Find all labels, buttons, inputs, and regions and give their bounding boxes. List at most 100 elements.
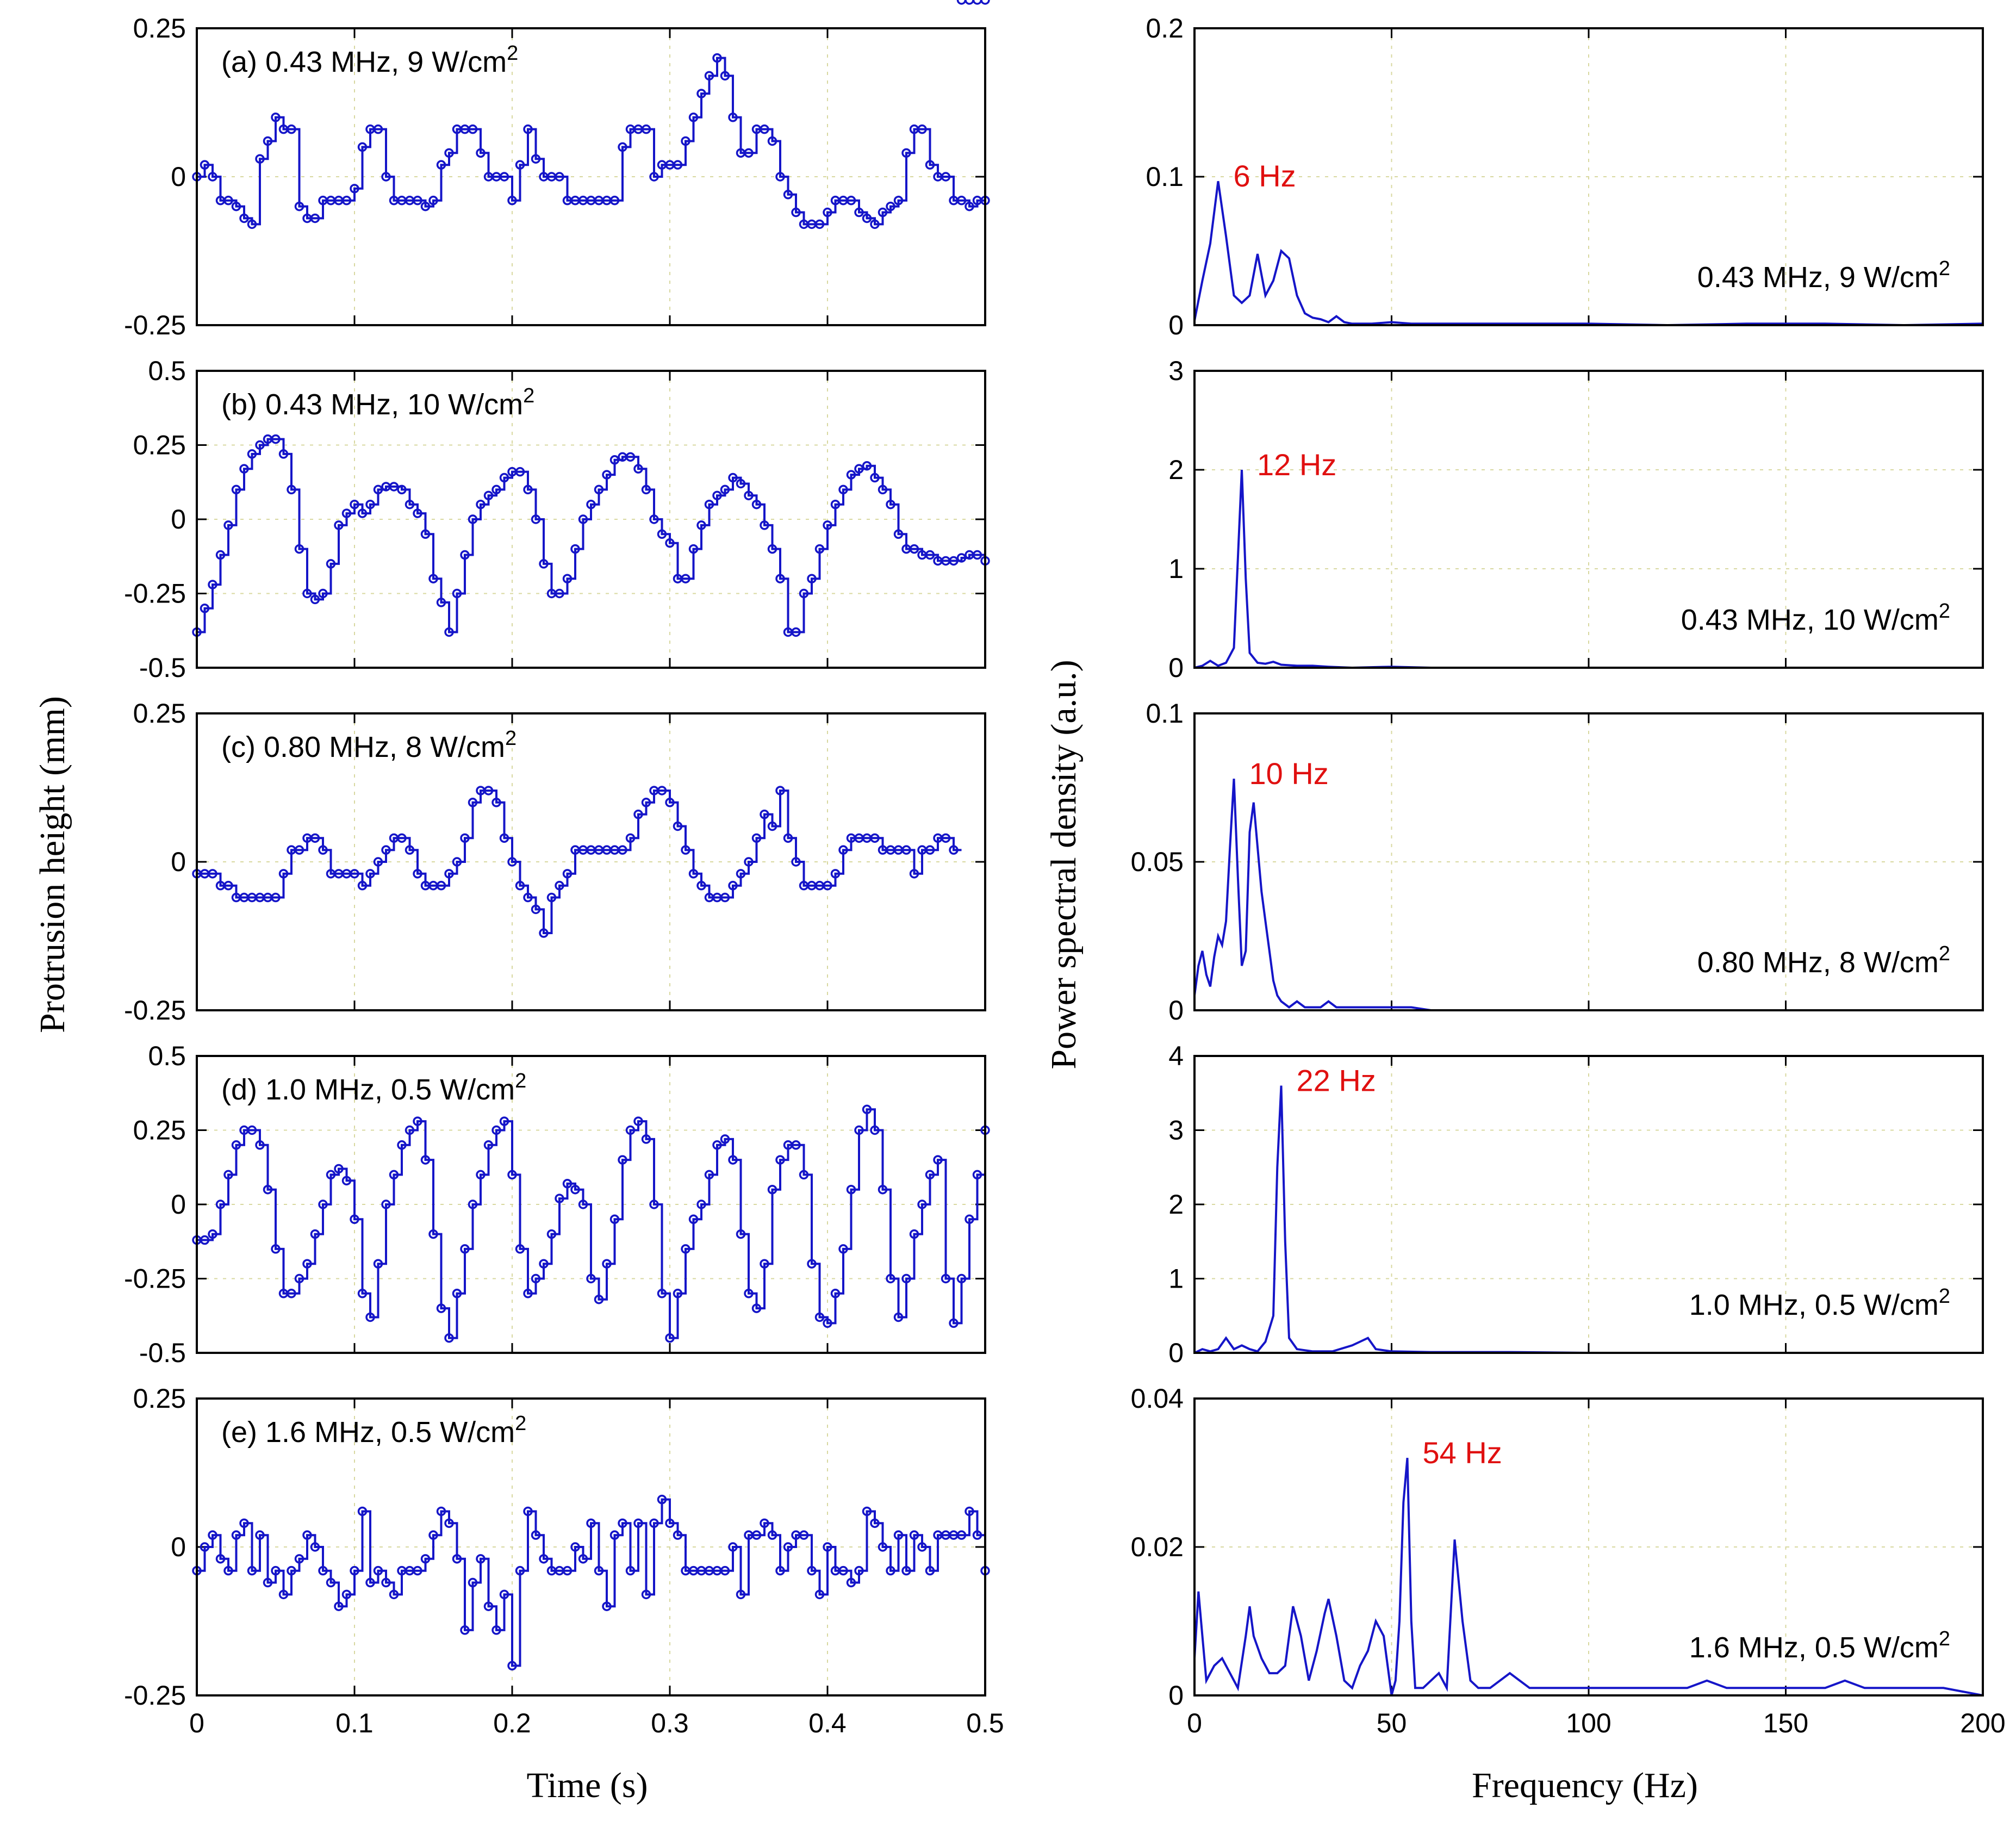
data-point [878,1542,888,1552]
data-point [570,544,580,554]
data-point [917,1200,927,1209]
data-point [350,184,359,194]
data-point [208,1229,217,1239]
data-point [476,499,486,509]
data-point [444,1518,454,1528]
data-point [696,520,706,530]
data-point [609,1214,620,1225]
data-point [294,1273,304,1284]
panel-r0: 0 0.1 0.2 6 Hz 0.43 MHz, 9 W/cm2 [1146,13,1984,340]
data-point [641,484,651,495]
data-point [350,1565,359,1576]
data-point [704,499,714,509]
data-point [436,1303,446,1313]
data-point [208,172,217,182]
data-point [886,1565,895,1576]
data-point [255,440,265,450]
data-point [751,499,762,509]
data-point [633,1518,643,1528]
data-point [625,452,636,462]
data-point [420,1554,431,1564]
data-point [673,160,683,170]
data-point [373,484,383,495]
data-point [751,1303,762,1313]
data-point [870,833,880,843]
data-point [555,172,564,182]
data-point [271,1244,281,1254]
data-point [854,1125,864,1135]
data-point [247,449,257,459]
data-point [499,473,509,483]
data-point [357,142,368,152]
data-point [649,1200,659,1209]
data-point [870,473,880,483]
data-point [231,1530,241,1540]
y-tick-label: 0 [1168,1338,1184,1368]
data-point [350,499,359,509]
y-tick-label: -0.25 [124,579,186,609]
data-point [483,1601,494,1611]
plot-frame [196,27,986,326]
data-point [728,113,738,122]
data-point [791,857,801,867]
data-point [239,1518,249,1528]
data-point [799,1170,809,1180]
x-tick-label: 0.2 [493,1708,531,1738]
series-line [1193,778,1983,1011]
data-point [965,201,974,212]
data-point [247,1125,257,1135]
data-point [681,136,690,146]
data-point [341,1176,352,1186]
data-point [278,869,289,879]
data-point [208,580,217,589]
data-point [223,1565,233,1576]
y-tick-label: -0.25 [124,310,186,340]
data-point [956,0,967,5]
data-point [720,1134,730,1144]
data-point [688,869,699,879]
data-point [310,1229,320,1239]
data-point [263,136,273,146]
data-point [901,1273,911,1284]
data-point [728,473,738,483]
data-point [271,1565,281,1576]
data-point [200,1542,210,1552]
data-point [365,1312,375,1322]
data-point [767,1530,777,1540]
panel-title: (e) 1.6 MHz, 0.5 W/cm2 [221,1412,526,1449]
data-point [389,1589,399,1600]
data-point [736,1229,746,1239]
data-point [357,880,368,891]
data-point [413,195,422,206]
data-point [712,53,722,63]
peak-label: 12 Hz [1257,448,1336,482]
data-point [657,786,667,796]
data-point [602,1259,612,1269]
left-ylabel: Protrusion height (mm) [33,696,72,1033]
data-point [294,1554,304,1564]
data-point [665,1518,675,1528]
data-point [373,1259,383,1269]
panel-r2: 0 0.05 0.1 10 Hz 0.80 MHz, 8 W/cm2 [1131,698,1984,1026]
data-point [546,892,557,903]
data-point [381,1200,391,1209]
data-point [775,172,785,182]
data-point [823,520,832,530]
data-point [350,869,359,879]
data-point [760,124,769,134]
data-point [775,574,785,583]
data-point [460,550,470,560]
data-point [917,124,927,134]
data-point [302,1259,312,1269]
data-point [909,1530,919,1540]
data-point [420,1155,431,1165]
plot-frame [196,1055,986,1354]
data-point [854,207,864,217]
data-point [239,464,249,474]
data-point [823,1318,832,1328]
series-line [197,1108,986,1339]
data-point [476,148,486,158]
data-point [310,594,320,605]
data-point [823,1542,832,1552]
